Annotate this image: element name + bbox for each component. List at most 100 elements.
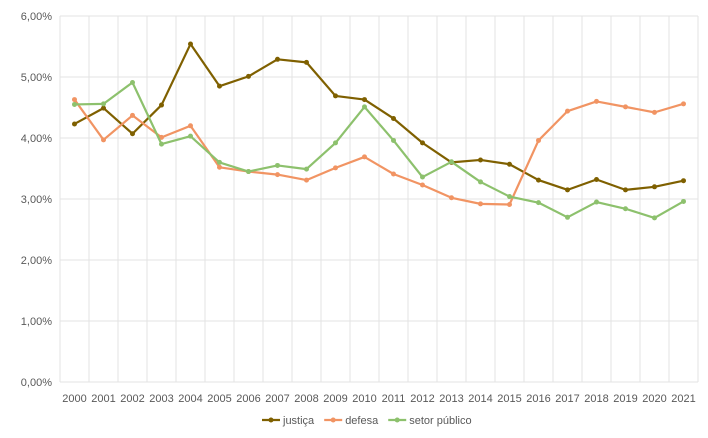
data-point-defesa (333, 165, 338, 171)
data-point-justiça (333, 93, 338, 99)
x-tick-label: 2014 (468, 393, 492, 405)
x-tick-label: 2018 (584, 393, 608, 405)
x-tick-label: 2004 (178, 393, 202, 405)
data-point-setor-público (420, 174, 425, 180)
data-point-defesa (217, 164, 222, 170)
data-point-justiça (478, 157, 483, 163)
data-point-justiça (188, 41, 193, 47)
data-point-setor-público (304, 166, 309, 172)
data-point-justiça (72, 121, 77, 127)
data-point-defesa (420, 182, 425, 188)
x-tick-label: 2011 (382, 393, 406, 405)
series-line-defesa (73, 98, 684, 206)
data-point-setor-público (101, 101, 106, 107)
data-point-defesa (623, 104, 628, 110)
data-point-defesa (304, 177, 309, 183)
data-point-justiça (246, 73, 251, 79)
legend-label-defesa: defesa (345, 415, 379, 427)
data-point-defesa (72, 97, 77, 103)
series-line-justiça (73, 42, 684, 191)
x-tick-label: 2000 (62, 393, 86, 405)
data-point-justiça (623, 187, 628, 193)
data-point-setor-público (188, 133, 193, 139)
x-tick-label: 2001 (91, 393, 115, 405)
data-point-justiça (594, 176, 599, 182)
data-point-setor-público (217, 159, 222, 165)
data-point-defesa (362, 154, 367, 160)
data-point-defesa (130, 112, 135, 118)
data-point-setor-público (536, 200, 541, 206)
legend-marker-dot-justiça (268, 417, 274, 423)
data-point-justiça (681, 178, 686, 184)
legend-marker-dot-setor-público (394, 417, 400, 423)
data-point-justiça (159, 102, 164, 108)
x-tick-label: 2003 (149, 393, 173, 405)
y-tick-label: 5,00% (21, 72, 52, 84)
data-point-defesa (101, 137, 106, 143)
y-tick-label: 1,00% (21, 316, 52, 328)
data-point-justiça (130, 131, 135, 137)
data-point-justiça (304, 59, 309, 65)
data-point-defesa (681, 101, 686, 107)
y-tick-label: 4,00% (21, 133, 52, 145)
data-point-setor-público (333, 140, 338, 146)
x-tick-label: 2016 (526, 393, 550, 405)
legend-label-justiça: justiça (282, 415, 315, 427)
data-point-setor-público (449, 159, 454, 165)
data-point-setor-público (507, 194, 512, 200)
series-line-setor-público (74, 81, 685, 220)
data-point-justiça (536, 177, 541, 183)
data-point-defesa (594, 98, 599, 104)
data-point-justiça (391, 115, 396, 121)
legend-label-setor-público: setor público (409, 415, 471, 427)
data-point-justiça (101, 105, 106, 111)
data-point-setor-público (623, 206, 628, 212)
x-tick-label: 2010 (352, 393, 376, 405)
y-tick-label: 3,00% (21, 194, 52, 206)
data-point-setor-público (681, 198, 686, 204)
x-tick-label: 2009 (323, 393, 347, 405)
legend-marker-dot-defesa (330, 417, 336, 423)
data-point-setor-público (565, 214, 570, 220)
data-point-defesa (536, 137, 541, 143)
data-point-defesa (188, 123, 193, 129)
x-tick-label: 2012 (410, 393, 434, 405)
data-point-setor-público (362, 104, 367, 110)
x-tick-label: 2007 (265, 393, 289, 405)
data-point-defesa (391, 171, 396, 177)
data-point-defesa (159, 134, 164, 140)
data-point-setor-público (594, 199, 599, 205)
data-point-justiça (565, 187, 570, 193)
x-tick-label: 2015 (497, 393, 521, 405)
data-point-setor-público (72, 101, 77, 107)
data-point-justiça (507, 161, 512, 167)
data-point-setor-público (275, 162, 280, 168)
x-tick-label: 2005 (207, 393, 231, 405)
data-point-setor-público (159, 141, 164, 147)
data-point-justiça (652, 184, 657, 190)
x-tick-label: 2008 (294, 393, 318, 405)
data-point-justiça (362, 97, 367, 103)
data-point-defesa (652, 109, 657, 115)
data-point-setor-público (130, 79, 135, 85)
x-tick-label: 2019 (613, 393, 637, 405)
x-tick-label: 2020 (642, 393, 666, 405)
data-point-defesa (275, 172, 280, 178)
data-point-defesa (478, 201, 483, 207)
data-point-defesa (449, 195, 454, 201)
data-point-setor-público (652, 215, 657, 221)
y-tick-label: 2,00% (21, 255, 52, 267)
y-tick-label: 6,00% (21, 11, 52, 23)
y-tick-label: 0,00% (21, 377, 52, 389)
data-point-setor-público (391, 137, 396, 143)
x-tick-label: 2017 (555, 393, 579, 405)
x-tick-label: 2021 (671, 393, 695, 405)
data-point-defesa (507, 201, 512, 207)
x-tick-label: 2006 (236, 393, 260, 405)
data-point-justiça (420, 140, 425, 146)
data-point-setor-público (478, 179, 483, 185)
data-point-justiça (217, 83, 222, 89)
data-point-defesa (565, 108, 570, 114)
